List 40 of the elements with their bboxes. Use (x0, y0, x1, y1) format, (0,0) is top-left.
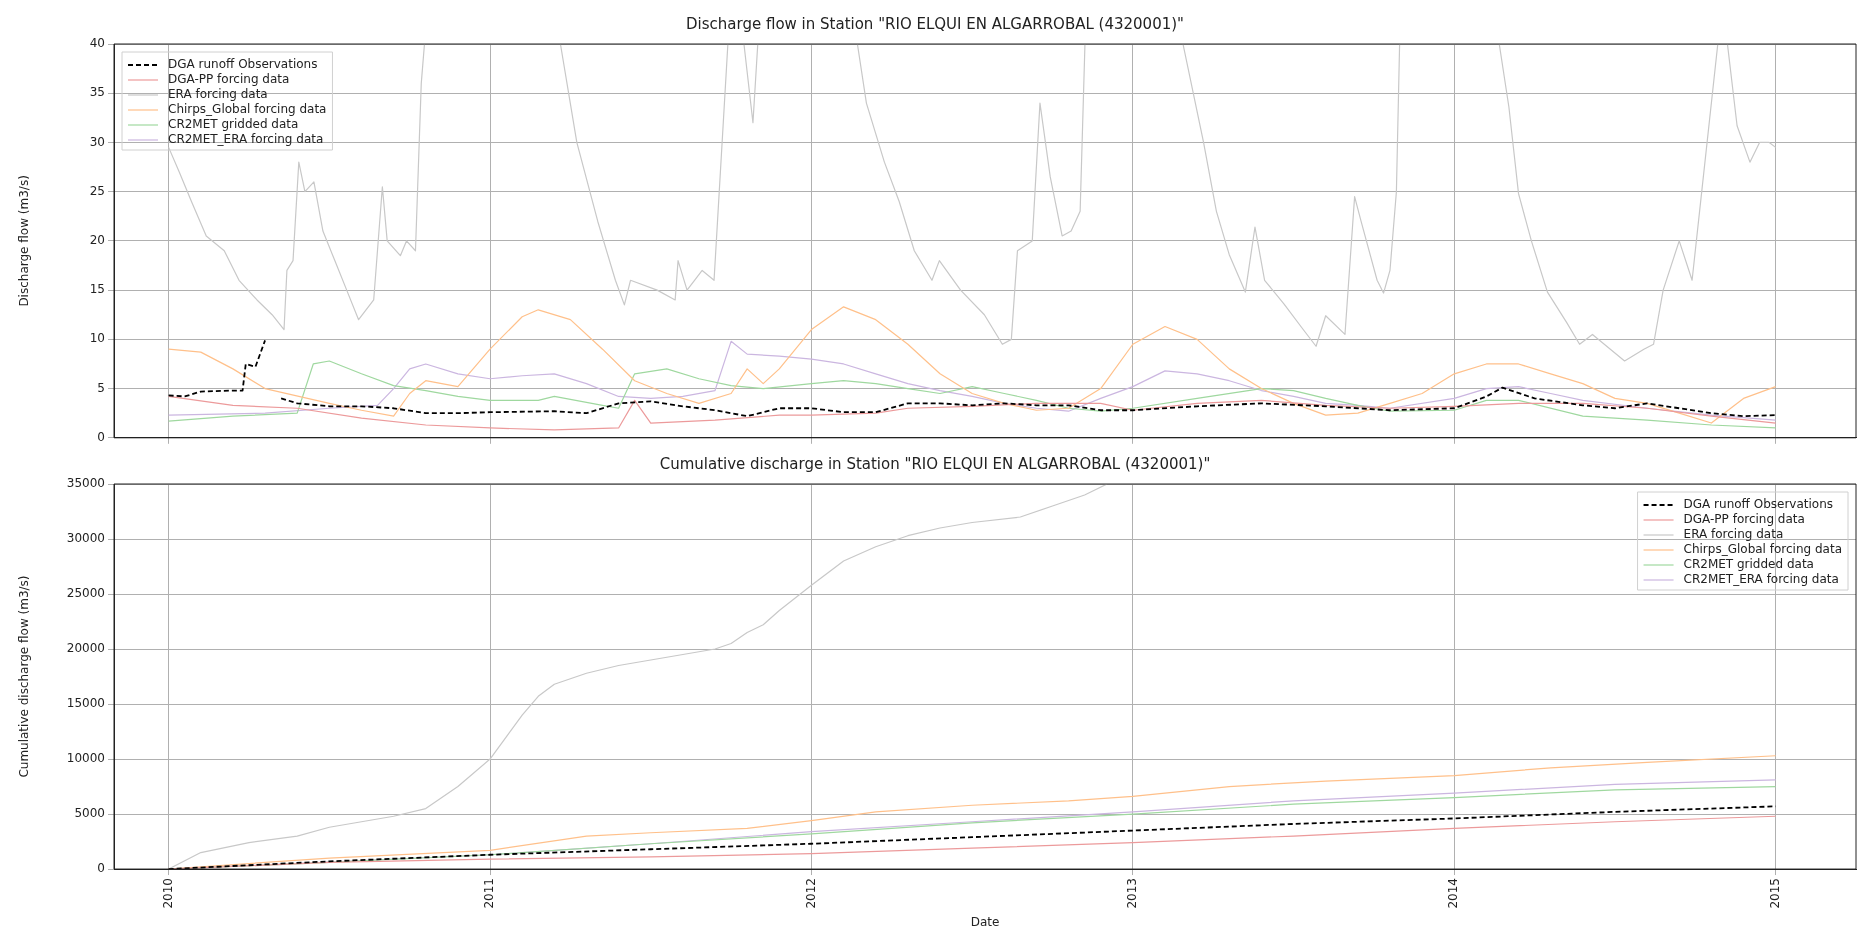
y-tick-label: 35000 (66, 476, 105, 491)
y-tick-label: 30 (89, 134, 105, 149)
legend-label: Chirps_Global forcing data (1683, 542, 1842, 557)
x-tick-label: 2014 (1446, 878, 1461, 909)
y-tick-label: 10000 (66, 751, 105, 766)
y-tick-label: 35 (89, 85, 105, 100)
x-tick-label: 2012 (803, 878, 818, 909)
y-tick-label: 20 (89, 233, 105, 248)
legend-label: ERA forcing data (1683, 527, 1784, 542)
x-tick-label: 2010 (160, 878, 175, 909)
y-tick-label: 25 (89, 183, 105, 198)
x-axis-title: Date (970, 914, 1000, 929)
legend-label: CR2MET gridded data (1683, 557, 1814, 572)
y-tick-label: 15 (89, 282, 105, 297)
x-tick-label: 2011 (482, 878, 497, 909)
chart-title: Discharge flow in Station "RIO ELQUI EN ALGARROBAL (4320001)" (686, 14, 1184, 33)
y-tick-label: 5000 (74, 806, 105, 821)
y-tick-label: 20000 (66, 641, 105, 656)
y-tick-label: 15000 (66, 696, 105, 711)
y-tick-label: 30000 (66, 531, 105, 546)
legend-label: DGA runoff Observations (1683, 497, 1834, 512)
legend-label: CR2MET gridded data (168, 117, 299, 132)
legend-label: CR2MET_ERA forcing data (1683, 572, 1839, 587)
legend-label: DGA runoff Observations (168, 57, 318, 72)
legend-label: ERA forcing data (168, 87, 268, 102)
y-axis-title: Discharge flow (m3/s) (17, 175, 32, 307)
y-tick-label: 0 (97, 861, 105, 876)
y-tick-label: 40 (89, 36, 105, 51)
legend-label: Chirps_Global forcing data (168, 102, 327, 117)
legend-label: DGA-PP forcing data (1683, 512, 1805, 527)
x-tick-label: 2015 (1767, 878, 1782, 909)
y-tick-label: 25000 (66, 586, 105, 601)
legend-label: CR2MET_ERA forcing data (168, 132, 324, 147)
legend-label: DGA-PP forcing data (168, 72, 290, 87)
x-tick-label: 2013 (1124, 878, 1139, 909)
chart-title: Cumulative discharge in Station "RIO ELQUI EN ALGARROBAL (4320001)" (659, 454, 1211, 473)
y-tick-label: 10 (89, 331, 105, 346)
y-tick-label: 5 (97, 380, 105, 395)
y-axis-title: Cumulative discharge flow (m3/s) (17, 575, 32, 778)
y-tick-label: 0 (97, 429, 105, 444)
